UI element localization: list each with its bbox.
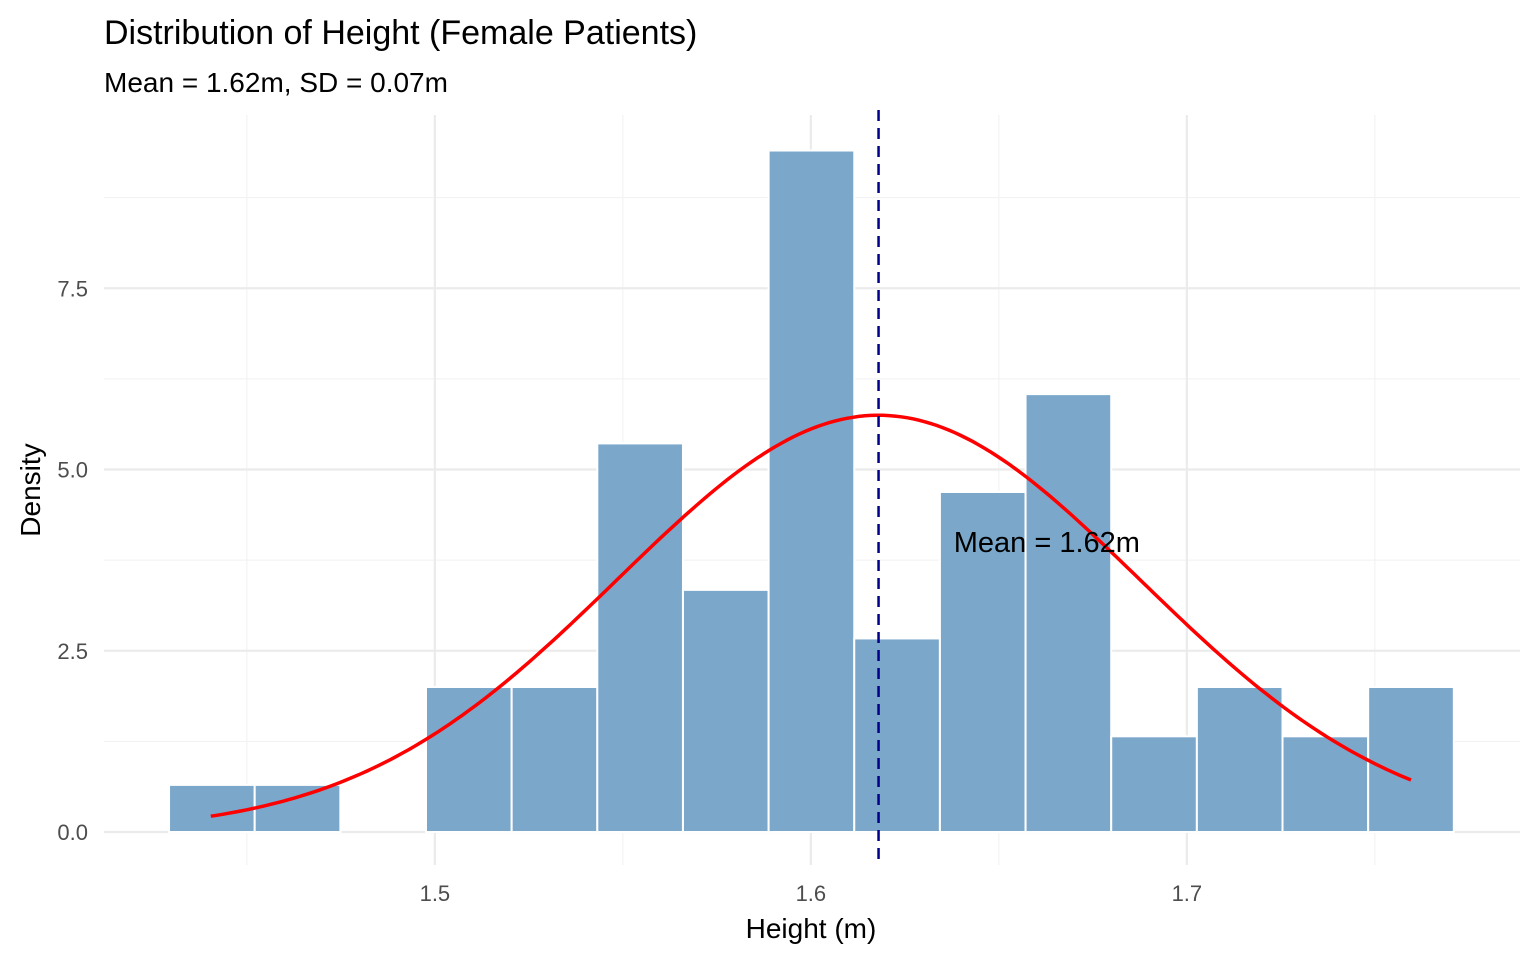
y-tick-label: 5.0 bbox=[57, 458, 88, 483]
normal-curve-layer bbox=[210, 413, 1412, 818]
x-tick-label: 1.6 bbox=[796, 881, 827, 906]
y-tick-label: 0.0 bbox=[57, 820, 88, 845]
histogram-bar bbox=[1110, 735, 1198, 834]
histogram-bar bbox=[853, 637, 941, 834]
x-tick-label: 1.7 bbox=[1172, 881, 1203, 906]
y-tick-label: 2.5 bbox=[57, 639, 88, 664]
histogram-bar bbox=[1195, 686, 1284, 834]
histogram-bar bbox=[1024, 393, 1113, 834]
histogram-bar bbox=[596, 442, 684, 834]
y-tick-label: 7.5 bbox=[57, 276, 88, 301]
histogram-bar bbox=[253, 783, 342, 834]
histogram-bars bbox=[168, 149, 1455, 834]
histogram-bar bbox=[510, 686, 599, 834]
x-axis-ticks: 1.5 1.6 1.7 bbox=[420, 881, 1203, 906]
chart-title: Distribution of Height (Female Patients) bbox=[104, 14, 697, 52]
histogram-bar bbox=[1281, 735, 1370, 834]
histogram-bar bbox=[681, 588, 770, 834]
histogram-bar bbox=[168, 783, 256, 834]
chart-subtitle: Mean = 1.62m, SD = 0.07m bbox=[104, 67, 448, 98]
mean-annotation: Mean = 1.62m bbox=[954, 527, 1140, 559]
x-tick-label: 1.5 bbox=[420, 881, 451, 906]
x-axis-label: Height (m) bbox=[746, 913, 877, 944]
normal-density-curve bbox=[210, 413, 1412, 818]
y-axis-ticks: 0.0 2.5 5.0 7.5 bbox=[57, 276, 88, 845]
y-axis-label: Density bbox=[15, 443, 46, 536]
histogram-bar bbox=[1367, 686, 1455, 834]
histogram-bar bbox=[767, 149, 856, 834]
